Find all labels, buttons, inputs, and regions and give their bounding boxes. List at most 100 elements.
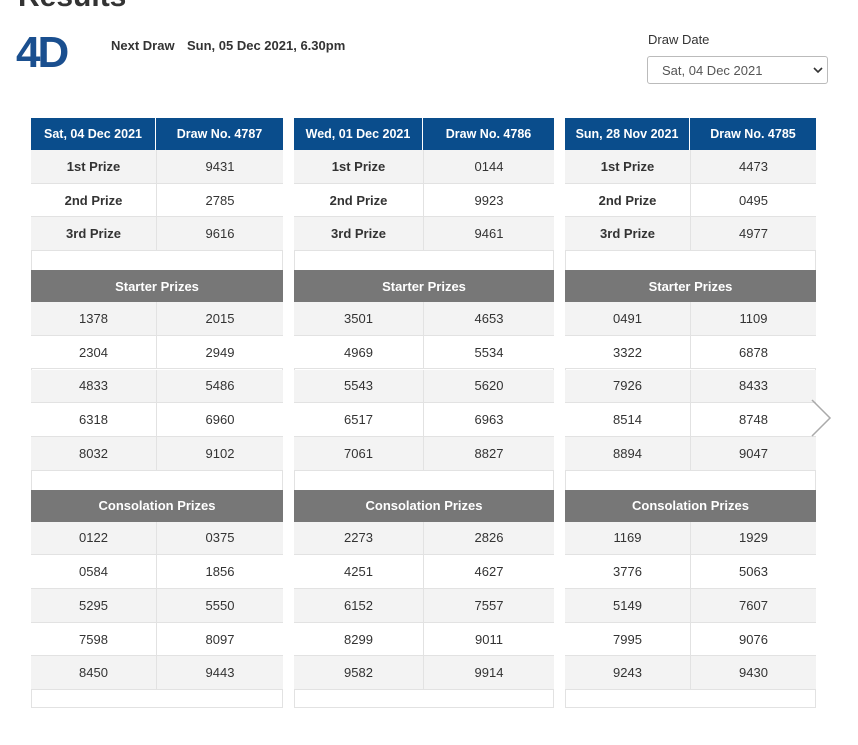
next-arrow[interactable]: [808, 398, 834, 438]
prize-label: 2nd Prize: [294, 183, 423, 218]
consolation-number: 1169: [565, 521, 690, 556]
starter-header: Starter Prizes: [294, 270, 554, 303]
consolation-number: 9430: [690, 656, 816, 691]
starter-number: 4969: [294, 335, 423, 370]
starter-number: 1378: [31, 302, 156, 336]
page-heading: Results: [18, 0, 126, 14]
consolation-number: 9076: [690, 622, 816, 657]
consolation-header: Consolation Prizes: [31, 489, 283, 522]
consolation-number: 8450: [31, 656, 156, 691]
consolation-number: 0375: [156, 521, 283, 556]
starter-number: 8894: [565, 436, 690, 471]
consolation-number: 2826: [423, 521, 554, 556]
prize-label: 1st Prize: [565, 150, 690, 184]
starter-number: 6960: [156, 403, 283, 437]
consolation-number: 1856: [156, 555, 283, 589]
consolation-header: Consolation Prizes: [565, 489, 816, 522]
starter-number: 3322: [565, 335, 690, 370]
starter-number: 5620: [423, 369, 554, 404]
consolation-number: 5550: [156, 589, 283, 623]
starter-number: 8032: [31, 436, 156, 471]
starter-number: 7061: [294, 436, 423, 471]
consolation-number: 1929: [690, 521, 816, 556]
prize-label: 1st Prize: [294, 150, 423, 184]
consolation-number: 7598: [31, 622, 156, 657]
consolation-number: 9914: [423, 656, 554, 691]
prize-number: 4473: [690, 150, 816, 184]
starter-number: 8433: [690, 369, 816, 404]
draw-date-select[interactable]: Sat, 04 Dec 2021: [647, 56, 828, 84]
starter-number: 8827: [423, 436, 554, 471]
consolation-number: 5149: [565, 589, 690, 623]
starter-header: Starter Prizes: [565, 270, 816, 303]
consolation-number: 8097: [156, 622, 283, 657]
starter-number: 6318: [31, 403, 156, 437]
starter-number: 5534: [423, 335, 554, 370]
draw-date-header: Sun, 28 Nov 2021: [565, 118, 690, 150]
prize-number: 0495: [690, 183, 816, 218]
starter-number: 8514: [565, 403, 690, 437]
starter-number: 5543: [294, 369, 423, 404]
next-draw-label: Next Draw: [111, 38, 175, 53]
select-caret: [813, 67, 823, 74]
consolation-number: 7995: [565, 622, 690, 657]
prize-label: 3rd Prize: [294, 217, 423, 252]
draw-date-header: Wed, 01 Dec 2021: [294, 118, 423, 150]
starter-number: 5486: [156, 369, 283, 404]
starter-number: 3501: [294, 302, 423, 336]
starter-number: 2949: [156, 335, 283, 370]
starter-number: 8748: [690, 403, 816, 437]
starter-number: 6517: [294, 403, 423, 437]
consolation-number: 0584: [31, 555, 156, 589]
prize-number: 9616: [156, 217, 283, 252]
consolation-number: 4627: [423, 555, 554, 589]
consolation-number: 4251: [294, 555, 423, 589]
starter-number: 4653: [423, 302, 554, 336]
prize-number: 0144: [423, 150, 554, 184]
starter-number: 7926: [565, 369, 690, 404]
consolation-number: 9582: [294, 656, 423, 691]
starter-number: 6878: [690, 335, 816, 370]
prize-number: 9461: [423, 217, 554, 252]
next-draw-value: Sun, 05 Dec 2021, 6.30pm: [187, 38, 346, 53]
prize-number: 9923: [423, 183, 554, 218]
draw-number-header: Draw No. 4787: [156, 118, 283, 150]
consolation-number: 2273: [294, 521, 423, 556]
draw-date-label: Draw Date: [648, 32, 710, 47]
consolation-number: 7557: [423, 589, 554, 623]
prize-label: 2nd Prize: [565, 183, 690, 218]
consolation-number: 9443: [156, 656, 283, 691]
consolation-number: 6152: [294, 589, 423, 623]
starter-number: 9047: [690, 436, 816, 471]
draw-date-header: Sat, 04 Dec 2021: [31, 118, 156, 150]
starter-number: 0491: [565, 302, 690, 336]
prize-label: 3rd Prize: [31, 217, 156, 252]
prize-number: 4977: [690, 217, 816, 252]
prize-label: 2nd Prize: [31, 183, 156, 218]
consolation-header: Consolation Prizes: [294, 489, 554, 522]
prize-label: 3rd Prize: [565, 217, 690, 252]
consolation-number: 5063: [690, 555, 816, 589]
prize-label: 1st Prize: [31, 150, 156, 184]
starter-number: 2304: [31, 335, 156, 370]
logo: 4D: [16, 28, 69, 77]
consolation-number: 3776: [565, 555, 690, 589]
prize-number: 2785: [156, 183, 283, 218]
starter-number: 1109: [690, 302, 816, 336]
starter-number: 9102: [156, 436, 283, 471]
consolation-number: 8299: [294, 622, 423, 657]
draw-number-header: Draw No. 4785: [690, 118, 816, 150]
prize-number: 9431: [156, 150, 283, 184]
starter-number: 2015: [156, 302, 283, 336]
consolation-number: 0122: [31, 521, 156, 556]
consolation-number: 5295: [31, 589, 156, 623]
draw-date-selected: Sat, 04 Dec 2021: [662, 62, 763, 78]
draw-number-header: Draw No. 4786: [423, 118, 554, 150]
consolation-number: 7607: [690, 589, 816, 623]
starter-number: 6963: [423, 403, 554, 437]
consolation-number: 9243: [565, 656, 690, 691]
starter-number: 4833: [31, 369, 156, 404]
starter-header: Starter Prizes: [31, 270, 283, 303]
consolation-number: 9011: [423, 622, 554, 657]
